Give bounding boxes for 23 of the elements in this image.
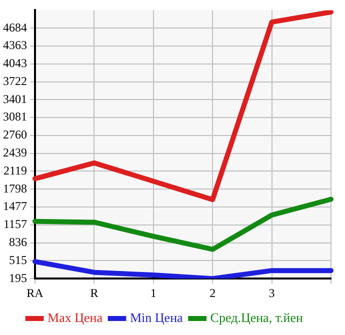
y-tick-label: 3722: [3, 74, 27, 88]
x-tick-label: 1: [150, 286, 156, 300]
x-tick-label: R: [90, 286, 98, 300]
y-tick-label: 4043: [3, 56, 27, 70]
y-tick-label: 3081: [3, 110, 27, 124]
y-tick-label: 195: [9, 270, 27, 285]
y-tick-label: 2760: [3, 128, 27, 142]
y-tick-label: 515: [9, 252, 27, 267]
x-tick-label: 3: [268, 286, 275, 300]
y-tick-label: 4684: [3, 20, 27, 34]
legend-label: Min Цена: [130, 310, 184, 325]
y-tick-label: 1157: [3, 217, 27, 232]
x-tick-label: 2: [210, 286, 216, 300]
y-tick-label: 836: [9, 234, 27, 249]
y-tick-label: 1477: [3, 199, 27, 214]
x-tick-label: RA: [26, 286, 44, 300]
y-tick-label: 3401: [3, 92, 27, 106]
y-tick-label: 2439: [3, 146, 27, 160]
y-tick-label: 4363: [3, 38, 27, 52]
y-tick-label: 1798: [3, 181, 27, 196]
y-tick-label: 2119: [3, 163, 27, 178]
legend-label: Сред.Цена, т.йен: [210, 310, 304, 325]
legend-label: Max Цена: [48, 310, 103, 325]
